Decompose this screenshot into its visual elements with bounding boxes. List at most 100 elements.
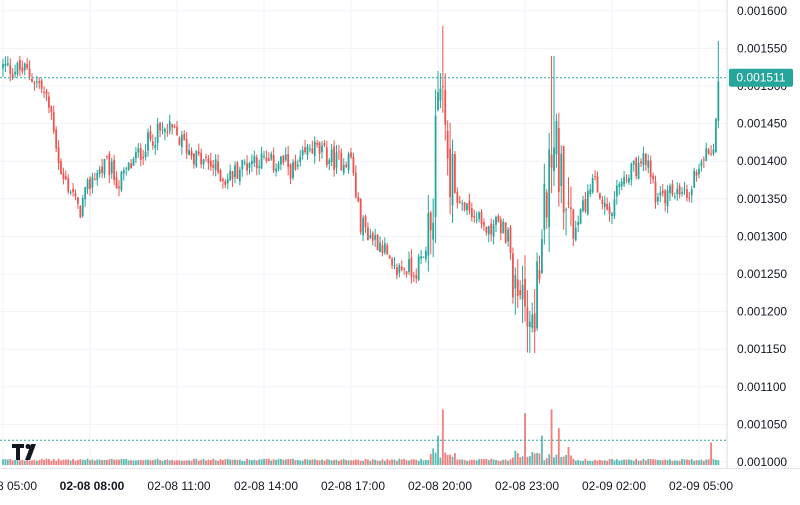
candle-body bbox=[212, 164, 215, 168]
candle-body bbox=[333, 146, 335, 170]
volume-bar bbox=[717, 460, 720, 465]
candle-body bbox=[630, 163, 633, 180]
candle-body bbox=[567, 202, 570, 204]
tradingview-logo[interactable] bbox=[12, 444, 36, 460]
candle-body bbox=[113, 159, 116, 180]
volume-bar bbox=[43, 459, 45, 465]
candle-body bbox=[562, 145, 565, 213]
candle-body bbox=[632, 161, 635, 165]
price-tick-label: 0.001550 bbox=[737, 41, 787, 55]
candle-body bbox=[161, 129, 164, 131]
volume-bar bbox=[96, 459, 99, 465]
volume-bar bbox=[212, 458, 215, 465]
volume-bar bbox=[369, 460, 372, 465]
candle-body bbox=[74, 193, 77, 197]
volume-bar bbox=[408, 460, 410, 465]
volume-bar bbox=[270, 460, 273, 465]
volume-bar bbox=[313, 459, 316, 465]
candle-body bbox=[374, 235, 377, 240]
volume-bar bbox=[480, 459, 483, 465]
volume-bar bbox=[33, 459, 36, 465]
candle-body bbox=[381, 245, 384, 253]
volume-bar bbox=[325, 459, 328, 465]
volume-bar bbox=[541, 435, 543, 465]
volume-bar bbox=[197, 460, 200, 465]
volume-bar bbox=[415, 459, 418, 465]
candle-body bbox=[497, 215, 500, 222]
candle-body bbox=[405, 271, 408, 274]
candle-body bbox=[135, 152, 137, 159]
volume-bar bbox=[412, 459, 415, 465]
volume-bar bbox=[137, 460, 140, 465]
candle-body bbox=[705, 148, 708, 161]
candle-body bbox=[480, 212, 483, 224]
volume-bar bbox=[292, 458, 294, 465]
candle-body bbox=[412, 275, 415, 277]
volume-bar bbox=[678, 460, 681, 465]
candle-body bbox=[594, 175, 596, 177]
volume-bar bbox=[50, 460, 53, 465]
price-tick-label: 0.001100 bbox=[737, 380, 786, 394]
volume-bar bbox=[562, 456, 565, 465]
volume-bar bbox=[673, 460, 676, 465]
volume-bar bbox=[139, 459, 142, 465]
volume-bar bbox=[502, 459, 505, 465]
candle-body bbox=[654, 181, 657, 203]
volume-bar bbox=[263, 458, 265, 465]
candle-body bbox=[490, 223, 493, 235]
time-tick-label: 02-08 14:00 bbox=[234, 479, 298, 493]
candle-body bbox=[265, 157, 268, 161]
candle-body bbox=[176, 126, 178, 136]
candle-body bbox=[14, 71, 16, 75]
volume-bar bbox=[40, 458, 43, 465]
volume-bar bbox=[62, 459, 65, 465]
volume-bar bbox=[463, 460, 466, 465]
candle-body bbox=[584, 198, 587, 212]
candle-body bbox=[311, 148, 314, 154]
volume-bar bbox=[9, 458, 12, 465]
volume-bar bbox=[618, 460, 621, 465]
candle-body bbox=[154, 145, 157, 149]
candle-body bbox=[19, 59, 21, 70]
candle-body bbox=[502, 221, 505, 234]
candle-body bbox=[388, 255, 391, 259]
volume-bar bbox=[417, 460, 420, 465]
candle-body bbox=[519, 290, 522, 296]
candle-body bbox=[671, 184, 674, 195]
candle-body bbox=[628, 178, 630, 183]
candle-body bbox=[55, 129, 58, 149]
candle-body bbox=[669, 185, 671, 194]
volume-bar bbox=[289, 459, 292, 465]
candle-body bbox=[698, 168, 700, 175]
candle-body bbox=[400, 266, 403, 270]
candle-body bbox=[485, 227, 488, 233]
candle-body bbox=[149, 131, 152, 140]
candle-body bbox=[608, 206, 611, 215]
candle-body bbox=[292, 162, 294, 178]
candle-body bbox=[350, 152, 352, 158]
candle-body bbox=[434, 115, 437, 218]
candle-body bbox=[40, 80, 43, 89]
candle-body bbox=[275, 168, 277, 172]
volume-bar bbox=[429, 453, 432, 465]
volume-bar bbox=[628, 459, 630, 465]
volume-bar bbox=[654, 459, 657, 465]
candle-body bbox=[422, 256, 425, 258]
volume-bar bbox=[309, 460, 311, 465]
volume-bar bbox=[594, 459, 596, 465]
volume-bar bbox=[113, 459, 116, 465]
volume-bar bbox=[267, 458, 270, 465]
candle-body bbox=[673, 196, 676, 198]
candle-body bbox=[686, 189, 688, 198]
volume-bar bbox=[567, 446, 570, 465]
candle-body bbox=[533, 313, 536, 332]
volume-bar bbox=[272, 459, 275, 465]
volume-bar bbox=[584, 458, 587, 465]
candle-body bbox=[449, 148, 451, 198]
volume-bar bbox=[93, 460, 96, 465]
time-axis[interactable]: 02-08 05:00 02-08 08:00 02-08 11:00 02-08 1… bbox=[0, 468, 800, 494]
candle-body bbox=[23, 63, 26, 71]
volume-bar bbox=[504, 459, 507, 465]
